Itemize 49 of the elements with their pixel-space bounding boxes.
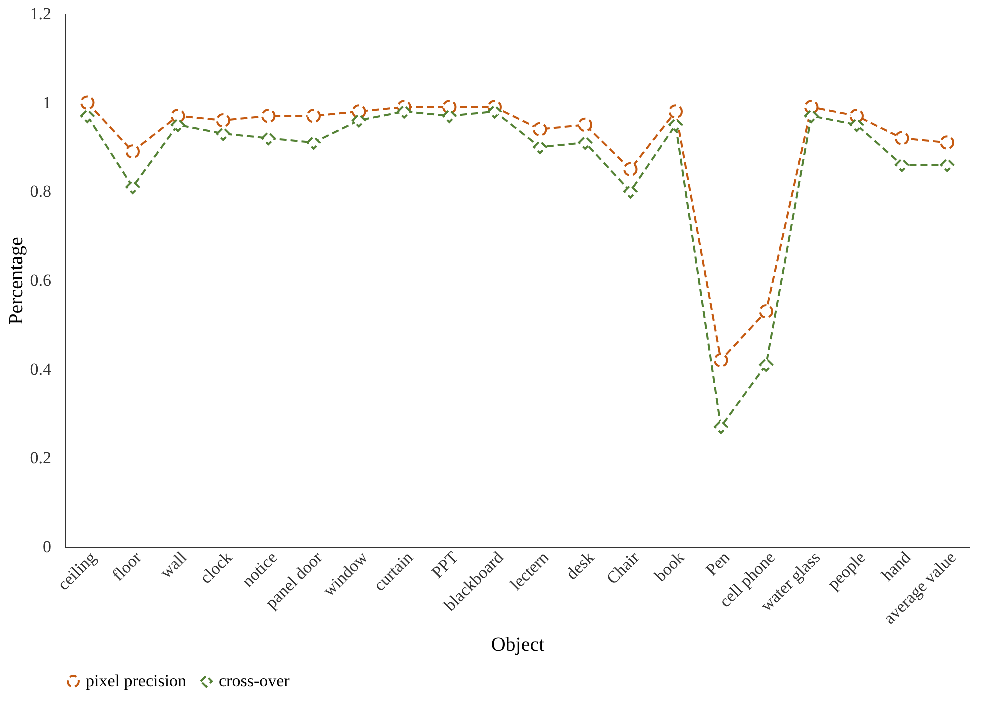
point bbox=[126, 180, 140, 194]
point bbox=[624, 184, 638, 199]
point bbox=[533, 140, 548, 154]
point bbox=[262, 109, 276, 124]
point bbox=[216, 126, 230, 142]
point bbox=[759, 304, 774, 319]
x-tick-label: floor bbox=[108, 548, 146, 585]
x-tick-label: wall bbox=[156, 548, 191, 582]
point bbox=[80, 109, 95, 124]
point bbox=[759, 358, 774, 372]
x-tick-label: book bbox=[650, 548, 689, 586]
point bbox=[578, 136, 592, 150]
y-tick-label: 0 bbox=[43, 538, 52, 556]
y-tick-label: 1 bbox=[43, 93, 52, 112]
point bbox=[306, 109, 321, 124]
y-tick-label: 0.4 bbox=[30, 360, 52, 379]
point bbox=[442, 109, 457, 124]
point bbox=[940, 158, 954, 172]
point bbox=[668, 118, 683, 132]
point bbox=[397, 104, 412, 119]
point bbox=[216, 113, 230, 128]
point bbox=[714, 353, 728, 368]
point bbox=[262, 131, 276, 146]
point bbox=[306, 136, 321, 150]
y-tick-label: 0.8 bbox=[30, 182, 52, 202]
point bbox=[850, 118, 864, 132]
point bbox=[352, 113, 366, 128]
x-axis-title: Object bbox=[491, 634, 546, 656]
legend-label: pixel precision bbox=[86, 672, 188, 691]
point bbox=[714, 420, 728, 434]
x-tick-label: desk bbox=[562, 548, 598, 584]
point bbox=[668, 104, 683, 119]
y-tick-label: 0.6 bbox=[30, 271, 52, 290]
point bbox=[126, 144, 140, 159]
x-tick-label: Pen bbox=[702, 548, 734, 580]
point bbox=[533, 122, 548, 137]
point bbox=[80, 96, 95, 110]
point bbox=[895, 158, 910, 172]
point bbox=[488, 104, 502, 119]
y-tick-label: 1.2 bbox=[30, 4, 52, 24]
y-axis-title: Percentage bbox=[5, 237, 28, 325]
point bbox=[171, 118, 186, 132]
point bbox=[940, 136, 954, 150]
point bbox=[624, 162, 638, 177]
point bbox=[895, 131, 910, 146]
point bbox=[804, 109, 819, 124]
y-tick-label: 0.2 bbox=[30, 448, 52, 468]
point bbox=[578, 118, 592, 132]
legend-label: cross-over bbox=[219, 672, 290, 691]
